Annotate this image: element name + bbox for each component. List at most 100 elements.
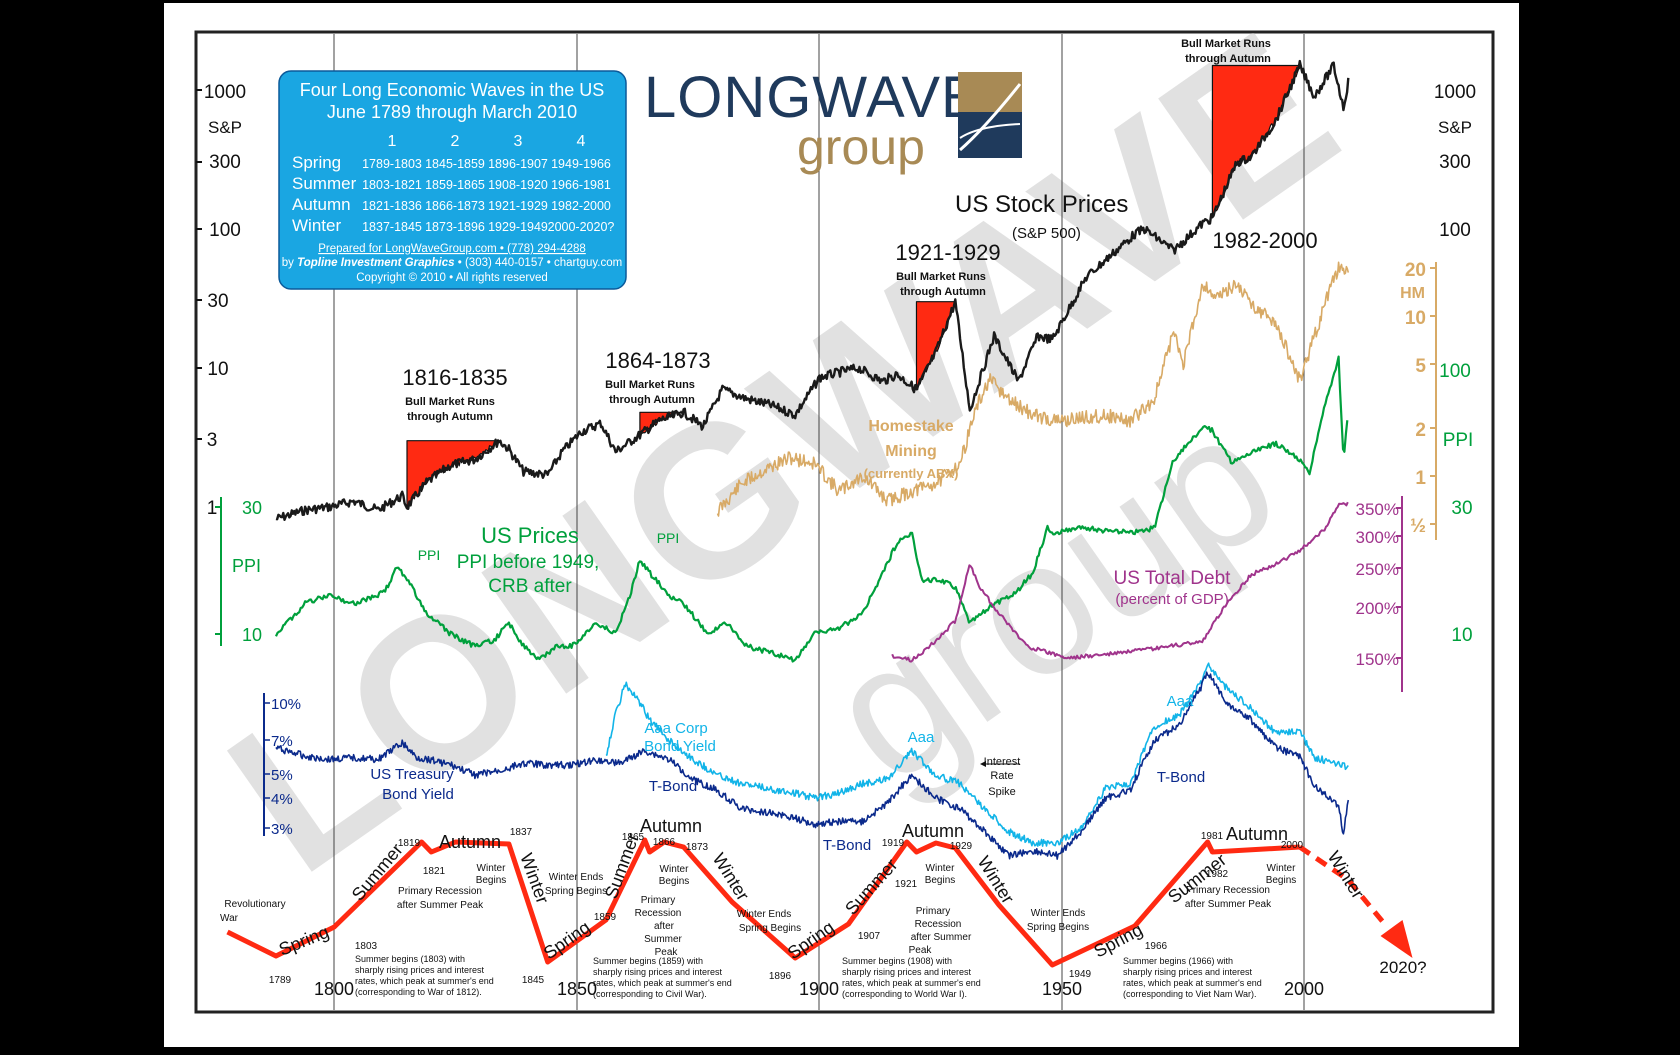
hm-tick-1: 1: [1415, 468, 1426, 489]
year-1982: 1982: [1206, 869, 1229, 880]
info-cell: 1929-1949: [488, 220, 548, 234]
spike-label-1: Interest: [984, 756, 1021, 768]
debt-tick-150: 150%: [1356, 650, 1399, 669]
x-tick-1900: 1900: [799, 979, 839, 999]
ppi-left-label: PPI: [232, 556, 261, 576]
hm-tick-2: 2: [1415, 420, 1426, 441]
debt-tick-300: 300%: [1356, 528, 1399, 547]
year-1845: 1845: [522, 975, 545, 986]
year-1929: 1929: [950, 841, 973, 852]
note-1966-c: rates, which peak at summer's end: [1123, 978, 1262, 988]
sp-tick-10: 10: [207, 359, 228, 380]
info-col-3: 3: [514, 133, 523, 150]
info-cell: 1859-1865: [425, 178, 485, 192]
x-tick-1800: 1800: [314, 979, 354, 999]
info-cell: 1866-1873: [425, 199, 485, 213]
ppi-tag-2: PPI: [657, 530, 680, 546]
aaa-label-1: Aaa: [908, 729, 935, 746]
info-cell: 1837-1845: [362, 220, 422, 234]
sp-axis-label: S&P: [208, 118, 242, 137]
bull-period-2: 1864-1873: [605, 348, 710, 373]
hm-tick-half: ½: [1410, 516, 1426, 537]
year-1949: 1949: [1069, 969, 1092, 980]
winter-ends-2b: Spring Begins: [739, 923, 801, 934]
note-1908-a: Summer begins (1908) with: [842, 956, 952, 966]
bull-period-3: 1921-1929: [895, 240, 1000, 265]
info-box: Four Long Economic Waves in the US June …: [279, 71, 626, 289]
forecast-label: 2020?: [1379, 958, 1426, 977]
note-1966-a: Summer begins (1966) with: [1123, 956, 1233, 966]
spike-label-2: Rate: [990, 770, 1013, 782]
winter-begins-1b: Begins: [476, 875, 507, 886]
sp-tick-30: 30: [207, 291, 228, 312]
tsy-label-2: Bond Yield: [382, 786, 454, 803]
debt-label-2: (percent of GDP): [1115, 591, 1228, 608]
hm-tick-10: 10: [1405, 308, 1426, 329]
tbond-label-3: T-Bond: [1157, 769, 1205, 786]
season-autumn-3: Autumn: [902, 821, 964, 841]
homestake-label-2: Mining: [885, 443, 937, 460]
winter-begins-2b: Begins: [659, 876, 690, 887]
primary-4b: after Summer Peak: [1185, 899, 1272, 910]
ppi-right-tick-30: 30: [1451, 498, 1472, 519]
ppi-left-tick-30: 30: [242, 498, 262, 518]
info-cell: 1921-1929: [488, 199, 548, 213]
tbond-label-1: T-Bond: [649, 778, 697, 795]
ppi-right-label: PPI: [1443, 430, 1474, 451]
note-1803-d: (corresponding to War of 1812).: [355, 987, 482, 997]
sp-right-tick-100: 100: [1439, 220, 1471, 241]
info-cell: 1845-1859: [425, 157, 485, 171]
info-row-summer: Summer: [292, 174, 357, 193]
info-col-4: 4: [577, 133, 586, 150]
bull-label-c2: through Autumn: [900, 286, 986, 298]
info-row-winter: Winter: [292, 216, 341, 235]
note-1908-b: sharply rising prices and interest: [842, 967, 972, 977]
tbond-label-2: T-Bond: [823, 837, 871, 854]
logo-mark-icon: [958, 72, 1022, 158]
x-tick-1950: 1950: [1042, 979, 1082, 999]
year-1907: 1907: [858, 931, 881, 942]
debt-tick-350: 350%: [1356, 500, 1399, 519]
info-cell: 1821-1836: [362, 199, 422, 213]
sp-tick-1000: 1000: [204, 82, 246, 103]
year-2000: 2000: [1281, 840, 1304, 851]
bull-label-b1: Bull Market Runs: [605, 379, 695, 391]
info-row-spring: Spring: [292, 153, 341, 172]
info-cell: 2000-2020?: [548, 220, 615, 234]
info-cell: 1896-1907: [488, 157, 548, 171]
x-tick-1850: 1850: [557, 979, 597, 999]
year-1981: 1981: [1201, 831, 1224, 842]
debt-label-1: US Total Debt: [1114, 568, 1232, 589]
primary-1a: Primary Recession: [398, 886, 482, 897]
debt-tick-200: 200%: [1356, 599, 1399, 618]
yield-tick-4: 4%: [271, 791, 293, 808]
bull-label-b2: through Autumn: [609, 394, 695, 406]
bull-label-d1: Bull Market Runs: [1181, 38, 1271, 50]
season-autumn-2: Autumn: [640, 816, 702, 836]
info-cell: 1803-1821: [362, 178, 422, 192]
info-cell: 1949-1966: [551, 157, 611, 171]
chart-canvas: LONGWAVE group 1000 S&P 300 100 30 10 3 …: [0, 0, 1680, 1050]
ppi-right-tick-10: 10: [1451, 625, 1472, 646]
info-cell: 1966-1981: [551, 178, 611, 192]
revolutionary-label-1: Revolutionary: [224, 899, 285, 910]
year-1821: 1821: [423, 866, 446, 877]
primary-2c: after: [654, 921, 675, 932]
note-1966-b: sharply rising prices and interest: [1123, 967, 1253, 977]
primary-2a: Primary: [641, 895, 675, 906]
year-1859: 1859: [594, 912, 617, 923]
year-1865: 1865: [622, 832, 645, 843]
info-credit-1: Prepared for LongWaveGroup.com • (778) 2…: [318, 243, 586, 255]
note-1803-b: sharply rising prices and interest: [355, 965, 485, 975]
info-cell: 1873-1896: [425, 220, 485, 234]
primary-3a: Primary: [916, 906, 950, 917]
stock-title: US Stock Prices: [955, 191, 1128, 218]
ppi-right-tick-100: 100: [1439, 361, 1471, 382]
prices-label-2: PPI before 1949,: [457, 552, 600, 573]
sp-right-tick-300: 300: [1439, 152, 1471, 173]
winter-begins-1a: Winter: [477, 863, 507, 874]
note-1908-c: rates, which peak at summer's end: [842, 978, 981, 988]
spike-label-3: Spike: [988, 786, 1016, 798]
x-tick-2000: 2000: [1284, 979, 1324, 999]
year-1837: 1837: [510, 827, 533, 838]
